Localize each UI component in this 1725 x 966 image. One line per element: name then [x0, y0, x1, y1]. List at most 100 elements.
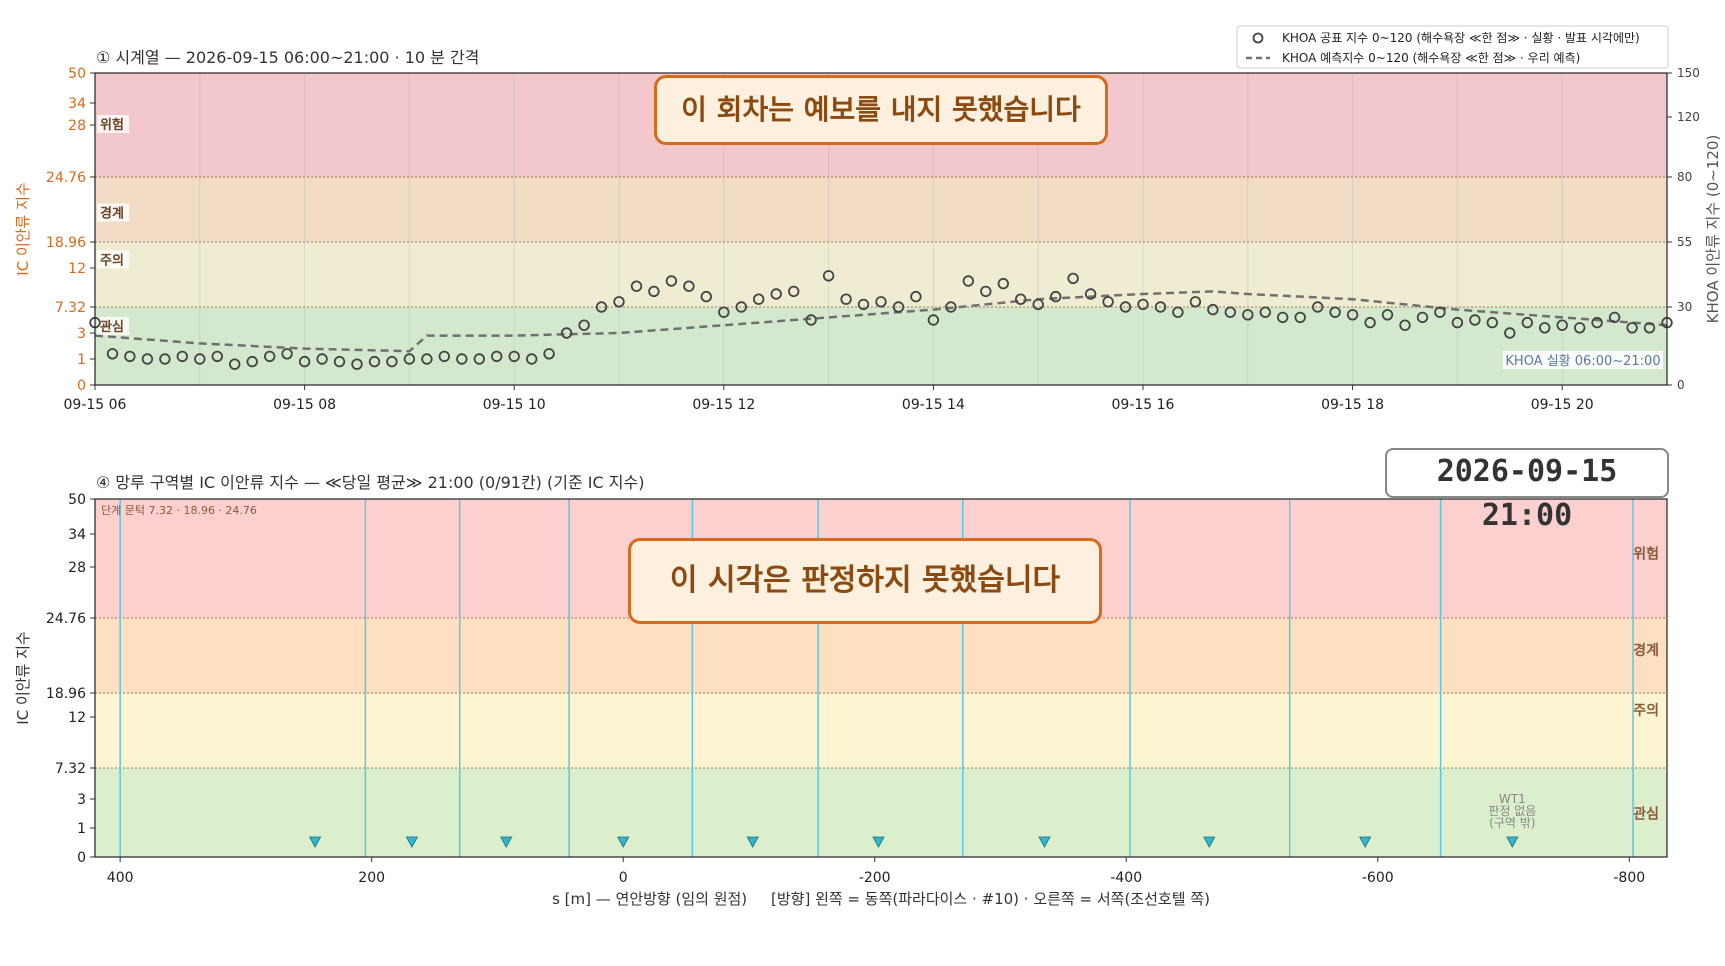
observed-point — [333, 355, 346, 368]
observed-point — [438, 350, 451, 363]
observed-point — [875, 296, 887, 308]
bottom-chart-title: ④ 망루 구역별 IC 이안류 지수 — ≪당일 평균≫ 21:00 (0/91… — [96, 473, 644, 492]
observed-point — [1102, 296, 1114, 308]
timestamp-badge: 2026-09-15 21:00 — [1385, 448, 1669, 533]
observed-point — [1434, 306, 1446, 318]
observed-point — [1276, 311, 1289, 324]
lifeguard-tower-markers — [308, 836, 1519, 848]
bottom-y-tick-label: 18.96 — [46, 686, 86, 702]
observed-point — [997, 277, 1010, 290]
observed-point — [106, 348, 119, 360]
observed-point — [1626, 322, 1638, 334]
bottom-y-tick-label: 3 — [77, 792, 86, 808]
top-y-tick-label: 28 — [68, 118, 86, 134]
observed-point — [630, 280, 643, 292]
top-band-label-bg — [97, 316, 129, 335]
observed-point — [194, 353, 206, 365]
observed-point — [648, 285, 660, 298]
top-y-tick-label: 24.76 — [46, 170, 86, 186]
tower-marker — [308, 836, 322, 848]
wt1-reason: (구역 밖) — [1489, 816, 1535, 830]
observed-point — [1381, 309, 1394, 321]
legend-box — [1236, 25, 1669, 69]
judgement-failed-banner: 이 시각은 판정하지 못했습니다 — [628, 538, 1102, 624]
observed-point — [298, 355, 311, 368]
tower-marker — [1358, 836, 1372, 848]
observed-point — [1329, 306, 1341, 318]
top-legend: KHOA 공표 지수 0~120 (해수욕장 ≪한 점≫ · 실황 · 발표 시… — [1236, 25, 1669, 69]
observed-point — [910, 290, 922, 303]
observed-point — [1416, 311, 1429, 324]
observed-point — [1451, 316, 1464, 329]
observed-point — [386, 355, 398, 368]
top-band-label: 주의 — [100, 253, 124, 269]
bottom-x-tick-label: -800 — [1613, 870, 1645, 886]
observed-series — [89, 270, 1673, 370]
top-x-tick-label: 09-15 18 — [1321, 397, 1384, 413]
observed-point — [980, 285, 992, 298]
bottom-y-tick-label: 28 — [68, 560, 86, 576]
observed-point — [1242, 309, 1254, 321]
observed-point — [1049, 290, 1062, 303]
observed-point — [613, 296, 625, 308]
top-y-tick-label: 50 — [68, 66, 86, 82]
bottom-x-tick-label: -600 — [1362, 870, 1394, 886]
observed-point — [141, 353, 154, 365]
bottom-x-ticks: 400 200 0 -200 -400 -600 -800 — [107, 857, 1645, 886]
top-y-right-tick-label: 80 — [1677, 170, 1692, 184]
observed-point — [211, 350, 224, 363]
bottom-y-tick-label: 0 — [77, 850, 86, 866]
timeseries-chart: ① 시계열 — 2026-09-15 06:00~21:00 · 10 분 간격… — [14, 25, 1722, 413]
bottom-y-axis-label: IC 이안류 지수 — [14, 631, 32, 724]
top-y-tick-label: 1 — [77, 352, 86, 368]
top-x-tick-label: 09-15 20 — [1531, 397, 1594, 413]
wt1-note: WT1 판정 없음 (구역 밖) — [1488, 792, 1536, 830]
bottom-y-tick-label: 34 — [68, 527, 86, 543]
observed-point — [1032, 298, 1044, 311]
observed-point — [665, 275, 678, 287]
bottom-band-label: 관심 — [1633, 806, 1659, 823]
bottom-band-1 — [95, 618, 1667, 693]
observed-point — [1538, 322, 1551, 334]
annotation-bg — [1503, 351, 1663, 369]
top-y-tick-label: 18.96 — [46, 235, 86, 251]
top-y-right-ticks: 0 30 55 80 120 150 — [1667, 66, 1700, 392]
observed-point — [1643, 322, 1656, 334]
observed-point — [927, 314, 940, 326]
top-y-right-tick-label: 55 — [1677, 235, 1692, 249]
top-y-ticks: 0 1 3 7.32 12 18.96 24.76 28 34 50 — [46, 66, 95, 394]
observed-point — [683, 280, 695, 292]
top-x-tick-label: 09-15 08 — [273, 397, 336, 413]
legend-entry-observed: KHOA 공표 지수 0~120 (해수욕장 ≪한 점≫ · 실황 · 발표 시… — [1282, 31, 1640, 45]
observed-point — [1346, 309, 1359, 321]
forecast-failed-banner: 이 회차는 예보를 내지 못했습니다 — [654, 75, 1108, 145]
tower-marker — [617, 836, 630, 848]
observed-point — [1119, 301, 1132, 313]
top-x-tick-label: 09-15 14 — [902, 397, 965, 413]
top-y-tick-label: 7.32 — [55, 300, 86, 316]
observed-point — [1189, 296, 1202, 308]
top-y-right-tick-label: 30 — [1677, 300, 1692, 314]
observed-point — [1556, 319, 1568, 331]
observed-point — [560, 327, 573, 339]
observed-point — [351, 358, 363, 370]
tower-marker — [1038, 836, 1051, 848]
top-x-tick-label: 09-15 12 — [692, 397, 755, 413]
bottom-y-tick-label: 50 — [68, 492, 86, 508]
legend-marker-circle-icon — [1252, 32, 1264, 44]
tower-marker — [1203, 836, 1216, 848]
observed-point — [718, 306, 730, 318]
observed-point — [1521, 316, 1534, 329]
observed-point — [1573, 322, 1586, 334]
observed-point — [1608, 311, 1621, 324]
observed-point — [246, 355, 258, 368]
observed-point — [1084, 288, 1097, 300]
observed-point — [840, 293, 852, 305]
top-chart-title: ① 시계열 — 2026-09-15 06:00~21:00 · 10 분 간격 — [96, 48, 479, 67]
top-y-tick-label: 0 — [77, 378, 86, 394]
observed-point — [543, 348, 555, 360]
observed-point — [526, 353, 538, 365]
top-band-label-bg — [97, 203, 129, 222]
tower-marker — [500, 836, 513, 848]
bottom-x-tick-label: -400 — [1110, 870, 1142, 886]
